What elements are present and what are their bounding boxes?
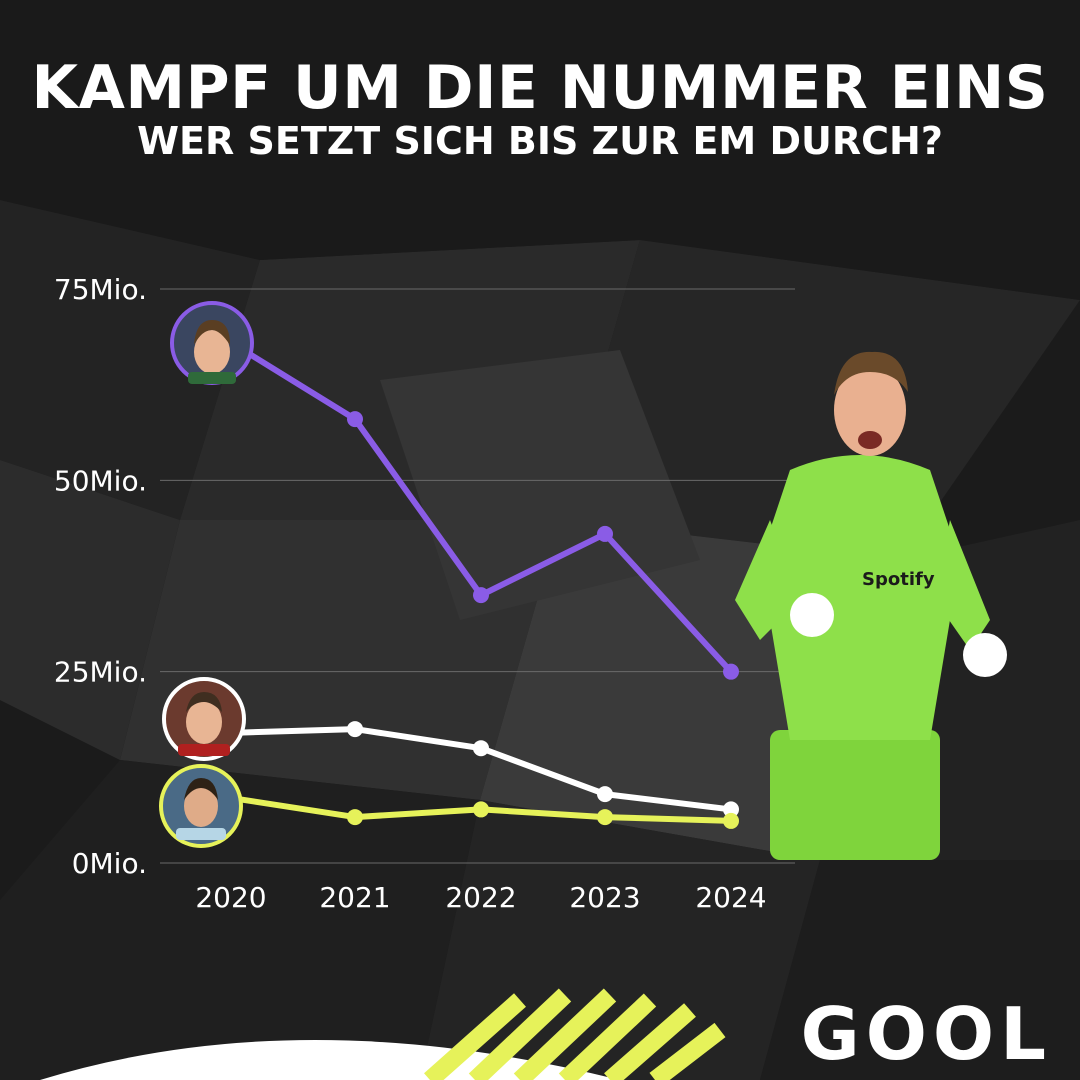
data-point-purple: [347, 411, 363, 428]
data-point-yellow: [723, 812, 739, 829]
data-point-white: [597, 786, 613, 803]
svg-text:Spotify: Spotify: [862, 569, 935, 590]
y-tick-label: 50Mio.: [54, 464, 147, 497]
x-tick-label: 2020: [195, 881, 266, 914]
goalkeeper-image: Spotify: [735, 351, 1007, 860]
series-line-purple: [228, 339, 734, 675]
y-tick-label: 25Mio.: [54, 656, 147, 689]
data-point-purple: [597, 525, 613, 542]
x-tick-label: 2021: [319, 881, 390, 914]
x-tick-label: 2024: [695, 881, 766, 914]
page-title: KAMPF UM DIE NUMMER EINS: [31, 53, 1049, 123]
page-subtitle: WER SETZT SICH BIS ZUR EM DURCH?: [137, 119, 943, 163]
data-point-white: [473, 740, 489, 757]
player-avatar-purple: [170, 301, 254, 385]
x-axis-labels: 2020 2021 2022 2023 2024: [195, 881, 766, 914]
data-point-white: [347, 721, 363, 738]
player-avatars: [159, 301, 254, 848]
y-axis-labels: 0Mio. 25Mio. 50Mio. 75Mio.: [54, 273, 147, 880]
data-point-yellow: [347, 809, 363, 826]
grid-lines: [160, 288, 795, 864]
gool-logo: GOOL: [800, 992, 1052, 1076]
player-avatar-yellow: [159, 764, 243, 848]
data-point-purple: [723, 663, 739, 680]
data-point-yellow: [597, 809, 613, 826]
y-tick-label: 0Mio.: [72, 847, 147, 880]
player-avatar-white: [162, 677, 246, 761]
y-tick-label: 75Mio.: [54, 273, 147, 306]
x-tick-label: 2022: [445, 881, 516, 914]
data-point-purple: [473, 587, 489, 604]
series-points: [347, 411, 739, 829]
data-point-white: [723, 801, 739, 818]
data-point-yellow: [473, 801, 489, 818]
x-tick-label: 2023: [569, 881, 640, 914]
